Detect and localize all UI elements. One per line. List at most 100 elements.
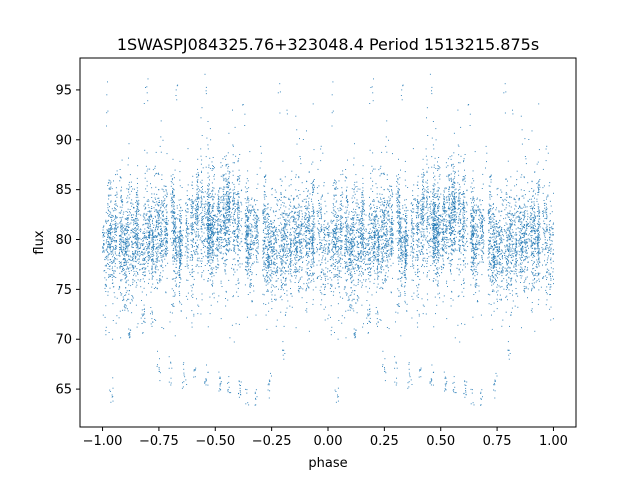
data-point xyxy=(200,266,202,267)
data-point xyxy=(126,202,128,204)
data-point xyxy=(127,226,129,227)
data-point xyxy=(372,152,374,154)
data-point xyxy=(453,238,455,240)
data-point xyxy=(532,284,534,286)
data-point xyxy=(132,203,134,205)
data-point xyxy=(387,215,389,217)
data-point xyxy=(398,256,400,258)
data-point xyxy=(176,205,178,207)
data-point xyxy=(331,265,333,267)
data-point xyxy=(425,207,427,208)
data-point xyxy=(506,193,508,195)
data-point xyxy=(236,269,238,271)
data-point xyxy=(178,286,180,288)
data-point xyxy=(264,176,265,178)
data-point xyxy=(120,196,122,198)
data-point xyxy=(197,236,199,238)
data-point xyxy=(172,200,174,202)
data-point xyxy=(178,277,180,278)
data-point xyxy=(239,207,240,209)
data-point xyxy=(358,219,360,221)
data-point xyxy=(334,233,336,234)
data-point xyxy=(417,275,419,277)
data-point xyxy=(510,224,512,226)
data-point xyxy=(512,250,514,252)
data-point xyxy=(514,238,516,240)
data-point xyxy=(162,139,164,141)
data-point xyxy=(519,244,521,245)
data-point xyxy=(248,275,250,277)
data-point xyxy=(412,263,414,265)
data-point xyxy=(362,252,364,254)
data-point xyxy=(290,217,292,219)
data-point xyxy=(186,279,188,281)
data-point xyxy=(149,222,151,224)
data-point xyxy=(213,233,215,235)
data-point xyxy=(334,211,336,213)
data-point xyxy=(416,211,418,213)
data-point xyxy=(467,233,469,235)
data-point xyxy=(192,207,194,209)
data-point xyxy=(378,249,380,251)
data-point xyxy=(136,268,138,270)
data-point xyxy=(413,198,415,200)
data-point xyxy=(358,236,360,238)
data-point xyxy=(225,227,227,228)
data-point xyxy=(475,243,477,245)
data-point xyxy=(303,217,305,219)
data-point xyxy=(256,242,258,244)
data-point xyxy=(509,202,511,204)
data-point xyxy=(186,205,188,206)
data-point xyxy=(186,265,188,267)
data-point xyxy=(515,217,517,219)
data-point xyxy=(123,239,125,241)
data-point xyxy=(194,253,196,255)
data-point xyxy=(369,281,371,283)
data-point xyxy=(453,219,455,221)
data-point xyxy=(164,249,166,251)
data-point xyxy=(447,195,449,197)
data-point xyxy=(160,207,161,209)
data-point xyxy=(161,218,163,220)
data-point xyxy=(525,206,527,208)
data-point xyxy=(122,230,124,232)
data-point xyxy=(280,178,282,180)
data-point xyxy=(489,176,491,178)
data-point xyxy=(271,300,273,302)
data-point xyxy=(153,249,155,251)
data-point xyxy=(109,194,111,196)
data-point xyxy=(102,251,103,253)
data-point xyxy=(257,234,259,236)
data-point xyxy=(142,240,144,242)
data-point xyxy=(470,242,472,244)
data-point xyxy=(290,251,292,253)
data-point xyxy=(496,207,497,209)
data-point xyxy=(191,326,193,328)
data-point xyxy=(389,185,391,187)
data-point xyxy=(196,214,198,216)
data-point xyxy=(509,219,511,220)
data-point xyxy=(263,218,265,220)
data-point xyxy=(470,221,472,223)
data-point xyxy=(186,247,188,249)
data-point xyxy=(417,326,419,328)
data-point xyxy=(423,187,425,189)
data-point xyxy=(142,215,144,217)
data-point xyxy=(313,249,315,251)
data-point xyxy=(549,230,551,232)
data-point xyxy=(492,212,494,214)
data-point xyxy=(403,241,405,243)
data-point xyxy=(403,269,405,271)
data-point xyxy=(250,213,252,215)
data-point xyxy=(327,283,329,285)
data-point xyxy=(432,121,434,122)
data-point xyxy=(284,247,286,249)
data-point xyxy=(470,213,472,215)
data-point xyxy=(537,194,539,196)
data-point xyxy=(149,226,151,228)
data-point xyxy=(427,188,429,190)
data-point xyxy=(130,219,132,221)
data-point xyxy=(132,259,133,260)
data-point xyxy=(538,211,540,213)
data-point xyxy=(299,256,300,258)
